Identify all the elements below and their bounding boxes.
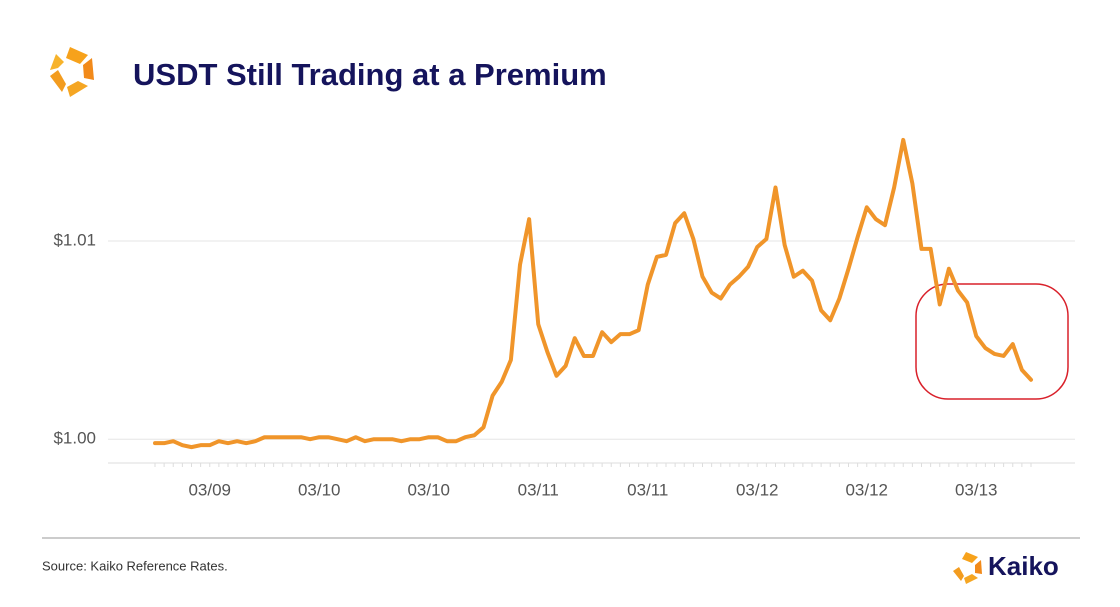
x-tick-label: 03/10 xyxy=(298,480,341,499)
logo-icon xyxy=(50,47,94,97)
x-tick-label: 03/10 xyxy=(407,480,450,499)
x-tick-label: 03/09 xyxy=(188,480,231,499)
brand-logo xyxy=(953,552,982,584)
x-tick-label: 03/12 xyxy=(736,480,779,499)
highlight-box xyxy=(915,283,1069,400)
x-tick-label: 03/11 xyxy=(627,480,668,499)
data-line xyxy=(153,137,1033,450)
source: Source: Kaiko Reference Rates. xyxy=(42,558,228,573)
y-tick-label: $1.01 xyxy=(53,230,96,249)
x-tick-label: 03/13 xyxy=(955,480,998,499)
x-tick-label: 03/12 xyxy=(845,480,888,499)
y-tick-label: $1.00 xyxy=(53,429,96,448)
x-tick-label: 03/11 xyxy=(518,480,559,499)
brand-name: Kaiko xyxy=(988,551,1059,581)
chart-title: USDT Still Trading at a Premium xyxy=(133,57,607,92)
